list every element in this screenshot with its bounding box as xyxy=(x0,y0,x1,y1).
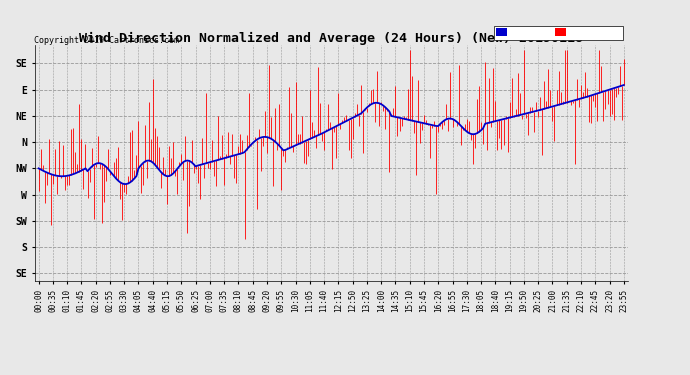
Text: Copyright 2019 Cartronics.com: Copyright 2019 Cartronics.com xyxy=(34,36,179,45)
Legend: Average, Direction: Average, Direction xyxy=(494,26,623,39)
Title: Wind Direction Normalized and Average (24 Hours) (New) 20190118: Wind Direction Normalized and Average (2… xyxy=(79,32,583,45)
